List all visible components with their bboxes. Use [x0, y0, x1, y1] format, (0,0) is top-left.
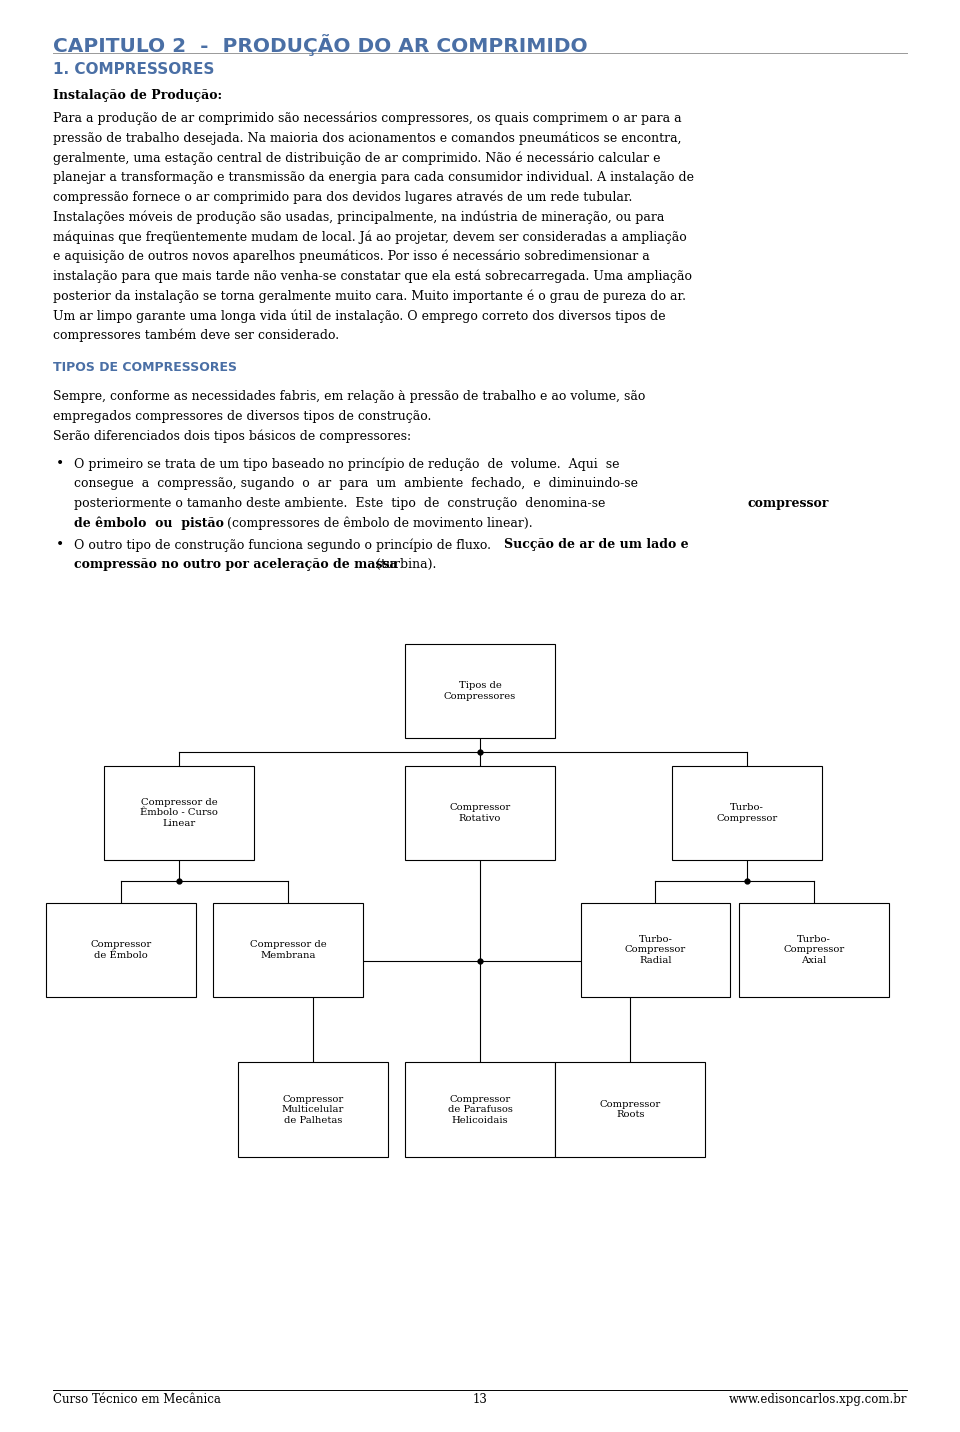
FancyBboxPatch shape — [581, 902, 731, 997]
Text: geralmente, uma estação central de distribuição de ar comprimido. Não é necessár: geralmente, uma estação central de distr… — [53, 150, 660, 165]
Text: 1. COMPRESSORES: 1. COMPRESSORES — [53, 62, 214, 76]
Text: Curso Técnico em Mecânica: Curso Técnico em Mecânica — [53, 1393, 221, 1406]
Text: de êmbolo  ou  pistão: de êmbolo ou pistão — [74, 517, 224, 530]
Text: Instalações móveis de produção são usadas, principalmente, na indústria de miner: Instalações móveis de produção são usada… — [53, 211, 664, 223]
Text: Instalação de Produção:: Instalação de Produção: — [53, 89, 222, 102]
Text: 13: 13 — [472, 1393, 488, 1406]
Text: Compressor de
Membrana: Compressor de Membrana — [250, 941, 326, 959]
Text: O outro tipo de construção funciona segundo o princípio de fluxo.: O outro tipo de construção funciona segu… — [74, 538, 495, 551]
FancyBboxPatch shape — [405, 1063, 555, 1157]
Text: máquinas que freqüentemente mudam de local. Já ao projetar, devem ser considerad: máquinas que freqüentemente mudam de loc… — [53, 231, 686, 243]
Text: www.edisoncarlos.xpg.com.br: www.edisoncarlos.xpg.com.br — [729, 1393, 907, 1406]
Text: compressão fornece o ar comprimido para dos devidos lugares através de um rede t: compressão fornece o ar comprimido para … — [53, 190, 633, 203]
FancyBboxPatch shape — [739, 902, 889, 997]
Text: Turbo-
Compressor
Axial: Turbo- Compressor Axial — [783, 935, 845, 965]
Text: •: • — [56, 538, 64, 553]
Text: Serão diferenciados dois tipos básicos de compressores:: Serão diferenciados dois tipos básicos d… — [53, 430, 411, 442]
Text: Turbo-
Compressor: Turbo- Compressor — [716, 803, 778, 822]
FancyBboxPatch shape — [46, 902, 196, 997]
Text: Compressor
de Êmbolo: Compressor de Êmbolo — [90, 941, 152, 959]
Text: empregados compressores de diversos tipos de construção.: empregados compressores de diversos tipo… — [53, 410, 431, 422]
Text: Compressor
de Parafusos
Helicoidais: Compressor de Parafusos Helicoidais — [447, 1095, 513, 1124]
Text: TIPOS DE COMPRESSORES: TIPOS DE COMPRESSORES — [53, 361, 237, 374]
FancyBboxPatch shape — [213, 902, 363, 997]
Text: Para a produção de ar comprimido são necessários compressores, os quais comprime: Para a produção de ar comprimido são nec… — [53, 112, 682, 125]
FancyBboxPatch shape — [405, 644, 555, 739]
Text: planejar a transformação e transmissão da energia para cada consumidor individua: planejar a transformação e transmissão d… — [53, 170, 694, 183]
Text: Compressor
Multicelular
de Palhetas: Compressor Multicelular de Palhetas — [282, 1095, 344, 1124]
Text: Compressor
Roots: Compressor Roots — [600, 1100, 661, 1120]
Text: instalação para que mais tarde não venha-se constatar que ela está sobrecarregad: instalação para que mais tarde não venha… — [53, 269, 692, 284]
FancyBboxPatch shape — [672, 766, 822, 861]
Text: e aquisição de outros novos aparelhos pneumáticos. Por isso é necessário sobredi: e aquisição de outros novos aparelhos pn… — [53, 249, 650, 263]
Text: O primeiro se trata de um tipo baseado no princípio de redução  de  volume.  Aqu: O primeiro se trata de um tipo baseado n… — [74, 457, 619, 471]
Text: Sucção de ar de um lado e: Sucção de ar de um lado e — [504, 538, 688, 551]
Text: •: • — [56, 457, 64, 471]
FancyBboxPatch shape — [556, 1063, 706, 1157]
FancyBboxPatch shape — [238, 1063, 388, 1157]
Text: compressão no outro por aceleração de massa: compressão no outro por aceleração de ma… — [74, 558, 397, 571]
FancyBboxPatch shape — [105, 766, 254, 861]
Text: posterior da instalação se torna geralmente muito cara. Muito importante é o gra: posterior da instalação se torna geralme… — [53, 289, 685, 302]
Text: compressores também deve ser considerado.: compressores também deve ser considerado… — [53, 329, 339, 342]
Text: compressor: compressor — [748, 497, 829, 510]
Text: Turbo-
Compressor
Radial: Turbo- Compressor Radial — [625, 935, 686, 965]
Text: Sempre, conforme as necessidades fabris, em relação à pressão de trabalho e ao v: Sempre, conforme as necessidades fabris,… — [53, 390, 645, 404]
Text: Compressor
Rotativo: Compressor Rotativo — [449, 803, 511, 822]
Text: (turbina).: (turbina). — [372, 558, 436, 571]
Text: CAPITULO 2  -  PRODUÇÃO DO AR COMPRIMIDO: CAPITULO 2 - PRODUÇÃO DO AR COMPRIMIDO — [53, 34, 588, 56]
Text: posteriormente o tamanho deste ambiente.  Este  tipo  de  construção  denomina-s: posteriormente o tamanho deste ambiente.… — [74, 497, 610, 510]
Text: consegue  a  compressão, sugando  o  ar  para  um  ambiente  fechado,  e  diminu: consegue a compressão, sugando o ar para… — [74, 477, 637, 490]
Text: Tipos de
Compressores: Tipos de Compressores — [444, 682, 516, 700]
Text: (compressores de êmbolo de movimento linear).: (compressores de êmbolo de movimento lin… — [223, 517, 533, 530]
Text: Compressor de
Êmbolo - Curso
Linear: Compressor de Êmbolo - Curso Linear — [140, 798, 218, 828]
Text: Um ar limpo garante uma longa vida útil de instalação. O emprego correto dos div: Um ar limpo garante uma longa vida útil … — [53, 309, 665, 322]
FancyBboxPatch shape — [405, 766, 555, 861]
Text: pressão de trabalho desejada. Na maioria dos acionamentos e comandos pneumáticos: pressão de trabalho desejada. Na maioria… — [53, 132, 682, 145]
